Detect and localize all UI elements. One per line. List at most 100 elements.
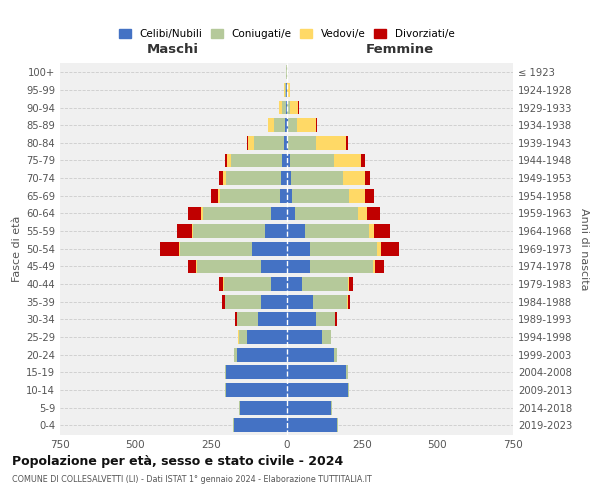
Bar [375,260,384,274]
Bar [285,83,286,96]
Bar [282,154,287,168]
Bar [226,171,281,185]
Bar [287,100,290,114]
Bar [224,277,271,291]
Bar [295,206,358,220]
Bar [233,348,236,362]
Bar [247,330,287,344]
Bar [292,189,349,202]
Bar [288,118,298,132]
Bar [280,189,287,202]
Bar [188,206,201,220]
Bar [203,206,271,220]
Bar [254,136,284,149]
Bar [220,189,280,202]
Bar [225,366,226,379]
Bar [179,242,180,256]
Bar [316,118,317,132]
Bar [291,171,343,185]
Bar [346,136,348,149]
Bar [287,83,290,96]
Bar [316,312,335,326]
Text: Maschi: Maschi [147,44,199,57]
Text: COMUNE DI COLLESALVETTI (LI) - Dati ISTAT 1° gennaio 2024 - Elaborazione TUTTITA: COMUNE DI COLLESALVETTI (LI) - Dati ISTA… [12,475,372,484]
Bar [287,154,290,168]
Bar [365,189,374,202]
Bar [287,136,289,149]
Bar [287,242,310,256]
Bar [305,224,368,238]
Bar [261,295,287,308]
Bar [298,118,316,132]
Bar [279,100,281,114]
Bar [290,100,298,114]
Bar [287,277,302,291]
Bar [265,224,287,238]
Bar [211,189,218,202]
Bar [274,118,285,132]
Bar [271,277,287,291]
Bar [225,383,226,397]
Bar [322,330,331,344]
Bar [225,295,261,308]
Bar [287,118,288,132]
Bar [176,224,192,238]
Bar [226,366,287,379]
Bar [218,189,220,202]
Bar [281,100,286,114]
Bar [287,312,316,326]
Bar [287,401,331,414]
Bar [335,312,337,326]
Bar [248,136,254,149]
Bar [287,348,334,362]
Bar [373,260,375,274]
Bar [236,348,287,362]
Bar [193,224,265,238]
Bar [235,312,237,326]
Bar [196,260,197,274]
Bar [252,242,287,256]
Bar [233,418,287,432]
Bar [287,224,305,238]
Bar [374,224,390,238]
Bar [287,189,292,202]
Bar [197,260,261,274]
Bar [337,418,338,432]
Bar [287,295,313,308]
Bar [237,312,258,326]
Bar [224,154,227,168]
Bar [290,154,334,168]
Bar [192,224,193,238]
Bar [334,154,361,168]
Bar [287,418,337,432]
Bar [239,330,247,344]
Bar [346,366,347,379]
Bar [334,348,337,362]
Bar [349,277,353,291]
Bar [247,136,248,149]
Bar [227,154,231,168]
Bar [368,224,374,238]
Bar [239,401,287,414]
Bar [287,206,295,220]
Y-axis label: Fasce di età: Fasce di età [12,216,22,282]
Bar [223,171,226,185]
Bar [349,189,365,202]
Bar [361,154,365,168]
Bar [343,171,365,185]
Bar [377,242,381,256]
Bar [231,154,282,168]
Bar [310,260,373,274]
Bar [284,136,287,149]
Bar [289,136,316,149]
Text: Femmine: Femmine [365,44,434,57]
Y-axis label: Anni di nascita: Anni di nascita [579,208,589,290]
Bar [285,118,287,132]
Bar [316,136,346,149]
Bar [302,277,348,291]
Bar [222,295,224,308]
Bar [160,242,179,256]
Bar [224,295,225,308]
Bar [201,206,203,220]
Bar [220,277,223,291]
